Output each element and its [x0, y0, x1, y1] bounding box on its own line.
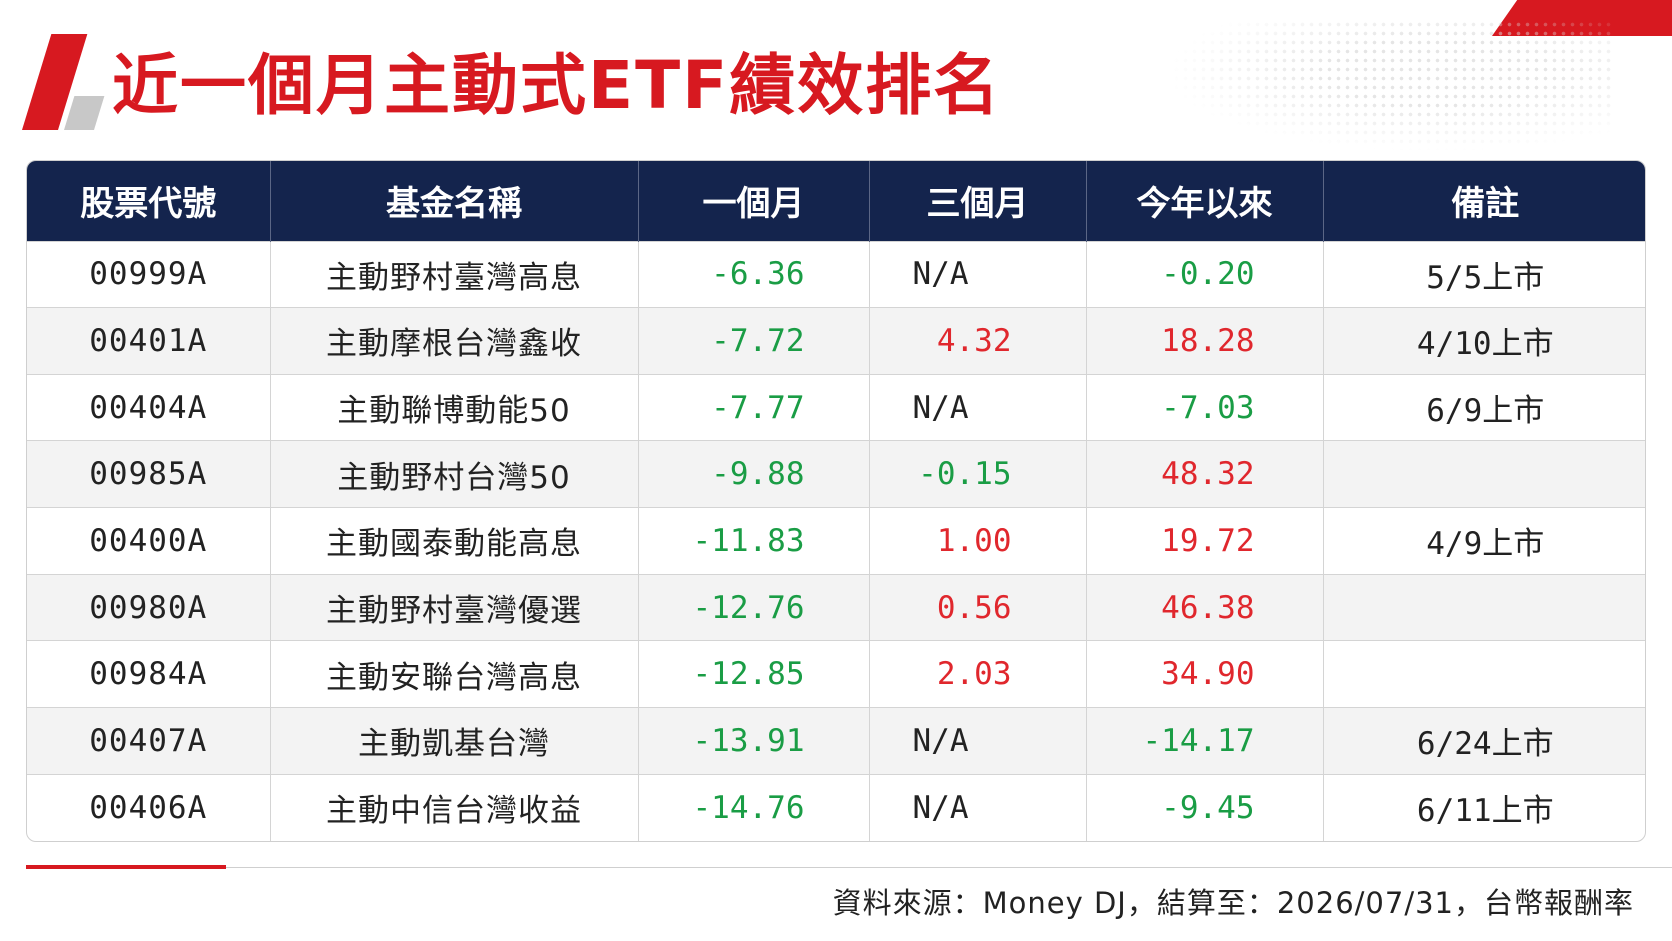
cell-three-month: 0.56: [869, 573, 1087, 641]
table-row: 00406A 主動中信台灣收益 -14.76 N/A -9.45 6/11上市: [27, 773, 1645, 841]
cell-three-month: N/A: [869, 373, 1087, 441]
cell-ytd: 18.28: [1086, 307, 1324, 375]
cell-fund-name: 主動凱基台灣: [270, 707, 639, 775]
table-row: 00980A 主動野村臺灣優選 -12.76 0.56 46.38: [27, 573, 1645, 641]
cell-fund-name: 主動野村臺灣優選: [270, 573, 639, 641]
header-ytd: 今年以來: [1086, 161, 1324, 241]
cell-note: [1323, 640, 1645, 708]
gray-slash-shape: [64, 96, 105, 130]
table-body: 00999A 主動野村臺灣高息 -6.36 N/A -0.20 5/5上市 00401A 主動…: [27, 240, 1645, 841]
cell-note: 6/24上市: [1323, 707, 1645, 775]
data-source-note: 資料來源：Money DJ，結算至：2026/07/31，台幣報酬率: [832, 886, 1634, 920]
header-note: 備註: [1451, 184, 1520, 225]
cell-fund-name: 主動聯博動能50: [270, 373, 639, 441]
cell-ytd: -9.45: [1086, 773, 1324, 841]
table-row: 00407A 主動凱基台灣 -13.91 N/A -14.17 6/24上市: [27, 707, 1645, 775]
header-one-month: 一個月: [638, 161, 870, 241]
cell-ytd: -0.20: [1086, 240, 1324, 308]
cell-fund-name: 主動野村臺灣高息: [270, 240, 639, 308]
cell-ytd: -14.17: [1086, 707, 1324, 775]
cell-fund-name: 主動安聯台灣高息: [270, 640, 639, 708]
cell-one-month: -12.85: [638, 640, 870, 708]
table-row: 00985A 主動野村台灣50 -9.88 -0.15 48.32: [27, 440, 1645, 508]
cell-stock-code: 00406A: [27, 773, 271, 841]
cell-one-month: -7.72: [638, 307, 870, 375]
cell-three-month: N/A: [869, 240, 1087, 308]
footer-red-accent: [26, 865, 226, 869]
cell-ytd: -7.03: [1086, 373, 1324, 441]
table-row: 00400A 主動國泰動能高息 -11.83 1.00 19.72 4/9上市: [27, 507, 1645, 575]
cell-stock-code: 00401A: [27, 307, 271, 375]
header-stock-code: 股票代號: [27, 161, 271, 241]
cell-stock-code: 00980A: [27, 573, 271, 641]
cell-note: [1323, 440, 1645, 508]
cell-stock-code: 00985A: [27, 440, 271, 508]
table-row: 00984A 主動安聯台灣高息 -12.85 2.03 34.90: [27, 640, 1645, 708]
cell-ytd: 46.38: [1086, 573, 1324, 641]
cell-three-month: -0.15: [869, 440, 1087, 508]
cell-note: 6/9上市: [1323, 373, 1645, 441]
cell-note: 4/10上市: [1323, 307, 1645, 375]
cell-one-month: -11.83: [638, 507, 870, 575]
cell-three-month: 2.03: [869, 640, 1087, 708]
cell-stock-code: 00407A: [27, 707, 271, 775]
header-fund-name: 基金名稱: [270, 161, 639, 241]
cell-one-month: -7.77: [638, 373, 870, 441]
cell-note: 5/5上市: [1323, 240, 1645, 308]
cell-stock-code: 00984A: [27, 640, 271, 708]
table-row: 00401A 主動摩根台灣鑫收 -7.72 4.32 18.28 4/10上市: [27, 307, 1645, 375]
cell-ytd: 48.32: [1086, 440, 1324, 508]
cell-three-month: N/A: [869, 773, 1087, 841]
cell-one-month: -12.76: [638, 573, 870, 641]
header-three-month: 三個月: [869, 161, 1087, 241]
cell-one-month: -14.76: [638, 773, 870, 841]
page-title: 近一個月主動式ETF績效排名: [112, 47, 1002, 124]
dotted-map-decoration: [1172, 20, 1612, 150]
etf-ranking-table: 股票代號 基金名稱 一個月 三個月 今年以來 備註 00999A 主動野村臺灣高息…: [26, 160, 1646, 842]
table-header-row: 股票代號 基金名稱 一個月 三個月 今年以來 備註: [27, 161, 1645, 241]
cell-fund-name: 主動摩根台灣鑫收: [270, 307, 639, 375]
cell-stock-code: 00999A: [27, 240, 271, 308]
cell-fund-name: 主動國泰動能高息: [270, 507, 639, 575]
cell-one-month: -6.36: [638, 240, 870, 308]
cell-note: [1323, 573, 1645, 641]
cell-fund-name: 主動野村台灣50: [270, 440, 639, 508]
table-row: 00999A 主動野村臺灣高息 -6.36 N/A -0.20 5/5上市: [27, 240, 1645, 308]
cell-one-month: -9.88: [638, 440, 870, 508]
footer-divider: [26, 867, 1672, 868]
table-row: 00404A 主動聯博動能50 -7.77 N/A -7.03 6/9上市: [27, 373, 1645, 441]
slash-logo-icon: [22, 34, 105, 130]
cell-note: 4/9上市: [1323, 507, 1645, 575]
cell-three-month: 1.00: [869, 507, 1087, 575]
cell-three-month: 4.32: [869, 307, 1087, 375]
cell-ytd: 34.90: [1086, 640, 1324, 708]
cell-stock-code: 00400A: [27, 507, 271, 575]
cell-one-month: -13.91: [638, 707, 870, 775]
cell-stock-code: 00404A: [27, 373, 271, 441]
cell-note: 6/11上市: [1323, 773, 1645, 841]
cell-three-month: N/A: [869, 707, 1087, 775]
cell-fund-name: 主動中信台灣收益: [270, 773, 639, 841]
cell-ytd: 19.72: [1086, 507, 1324, 575]
